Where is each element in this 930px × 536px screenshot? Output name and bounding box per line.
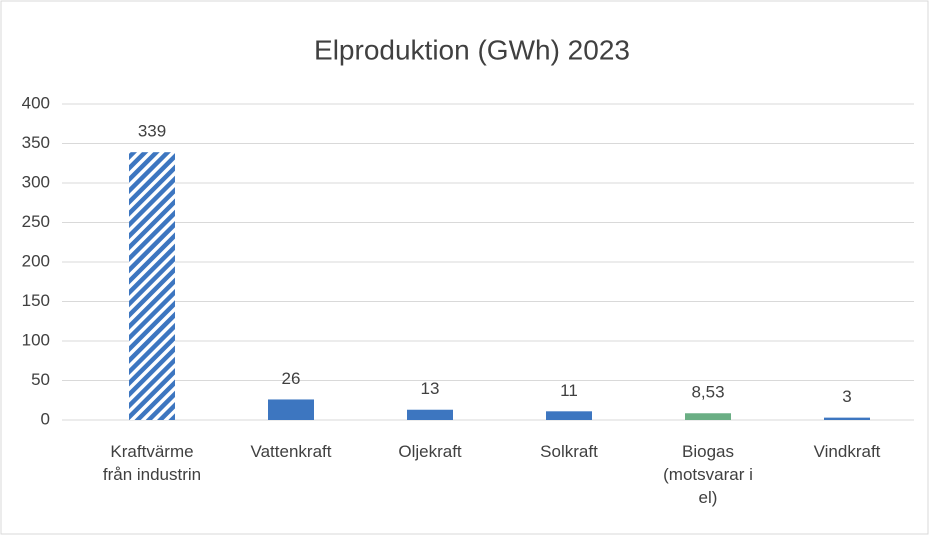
x-tick-label: Kraftvärme från industrin — [102, 442, 202, 484]
y-tick-label: 400 — [22, 93, 50, 112]
y-tick-label: 250 — [22, 212, 50, 231]
bar — [407, 409, 453, 420]
data-label: 26 — [282, 369, 301, 388]
bar — [129, 152, 175, 420]
x-tick-label: Solkraft — [540, 442, 598, 461]
y-tick-label: 50 — [31, 370, 50, 389]
bar — [824, 417, 870, 420]
data-label: 3 — [842, 387, 851, 406]
y-tick-label: 200 — [22, 251, 50, 270]
x-tick-label: Biogas (motsvarar i el) — [663, 442, 753, 507]
x-tick-label: Vattenkraft — [250, 442, 332, 461]
data-label: 13 — [421, 379, 440, 398]
y-tick-label: 100 — [22, 330, 50, 349]
chart-title: Elproduktion (GWh) 2023 — [314, 34, 630, 65]
y-tick-label: 300 — [22, 172, 50, 191]
data-label: 11 — [560, 381, 578, 400]
y-tick-label: 0 — [41, 409, 50, 428]
y-tick-label: 350 — [22, 133, 50, 152]
x-tick-label: Vindkraft — [813, 442, 881, 461]
y-tick-label: 150 — [22, 291, 50, 310]
bar — [685, 413, 731, 420]
bar — [546, 411, 592, 420]
data-label: 339 — [138, 122, 166, 141]
data-label: 8,53 — [691, 383, 724, 402]
x-tick-label: Oljekraft — [398, 442, 462, 461]
bar — [268, 399, 314, 420]
